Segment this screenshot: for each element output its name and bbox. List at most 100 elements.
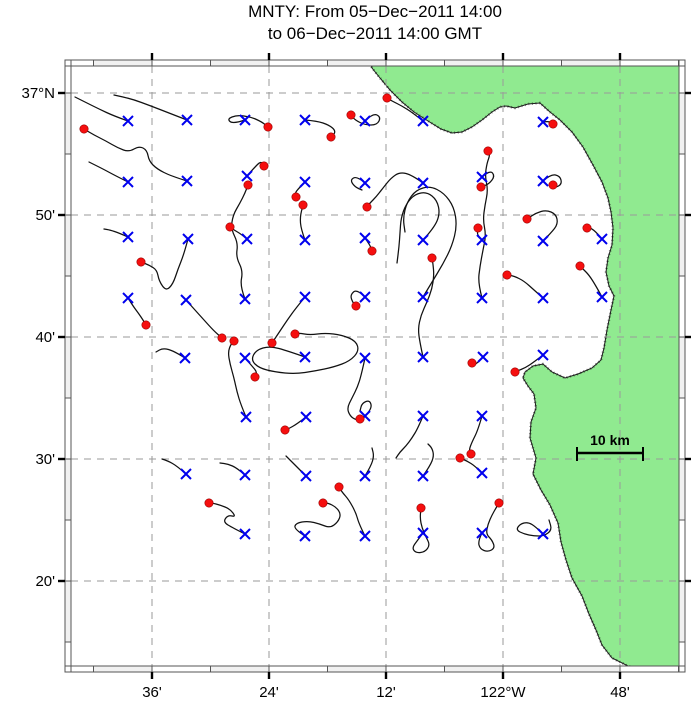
- start-x-marker-icon: [476, 527, 488, 539]
- end-dot-marker-icon: [326, 132, 336, 142]
- start-x-marker-icon: [299, 234, 311, 246]
- end-dot-marker-icon: [548, 180, 558, 190]
- start-x-marker-icon: [596, 291, 608, 303]
- end-dot-marker-icon: [334, 482, 344, 492]
- drifter-trajectory: [113, 94, 188, 121]
- end-dot-marker-icon: [382, 93, 392, 103]
- start-x-marker-icon: [182, 233, 194, 245]
- drifter-trajectory: [338, 486, 366, 537]
- frame-block: [679, 215, 685, 276]
- frame-block: [210, 666, 269, 672]
- frame-block: [561, 666, 620, 672]
- start-x-marker-icon: [239, 352, 251, 364]
- drifter-trajectory: [83, 128, 188, 182]
- start-x-marker-icon: [417, 410, 429, 422]
- frame-block: [327, 60, 386, 66]
- frame-block: [65, 337, 71, 398]
- end-dot-marker-icon: [141, 320, 151, 330]
- end-dot-marker-icon: [243, 180, 253, 190]
- start-x-marker-icon: [181, 114, 193, 126]
- end-dot-marker-icon: [225, 222, 235, 232]
- drifter-trajectory: [478, 150, 491, 299]
- start-x-marker-icon: [180, 468, 192, 480]
- start-x-marker-icon: [239, 293, 251, 305]
- drifter-trajectory: [480, 171, 495, 188]
- end-dot-marker-icon: [510, 367, 520, 377]
- end-dot-marker-icon: [466, 449, 476, 459]
- y-tick-label: 30': [35, 451, 55, 468]
- start-x-marker-icon: [299, 530, 311, 542]
- start-x-marker-icon: [417, 351, 429, 363]
- frame-block: [327, 666, 386, 672]
- figure-title-line2: to 06−Dec−2011 14:00 GMT: [268, 24, 482, 43]
- start-x-marker-icon: [122, 115, 134, 127]
- frame-block: [65, 459, 71, 520]
- drifter-trajectory: [74, 96, 129, 122]
- end-dot-marker-icon: [483, 146, 493, 156]
- drifter-trajectory: [140, 238, 189, 290]
- end-dot-marker-icon: [476, 182, 486, 192]
- start-x-marker-icon: [299, 176, 311, 188]
- start-x-marker-icon: [300, 411, 312, 423]
- start-x-marker-icon: [299, 351, 311, 363]
- start-x-marker-icon: [359, 115, 371, 127]
- x-tick-label: 24': [259, 684, 279, 701]
- end-dot-marker-icon: [259, 161, 269, 171]
- start-x-marker-icon: [476, 292, 488, 304]
- drifter-trajectory: [347, 357, 366, 421]
- end-dot-marker-icon: [548, 119, 558, 129]
- start-x-marker-icon: [596, 233, 608, 245]
- end-dot-marker-icon: [229, 336, 239, 346]
- start-x-marker-icon: [477, 351, 489, 363]
- drifter-trajectory: [350, 176, 366, 191]
- end-dot-marker-icon: [290, 329, 300, 339]
- drifter-trajectory: [366, 172, 424, 208]
- trajectory-lines: [74, 94, 603, 554]
- x-tick-label: 48': [610, 684, 630, 701]
- end-dot-marker-icon: [494, 498, 504, 508]
- end-markers: [79, 93, 592, 513]
- drifter-trajectory: [516, 519, 552, 537]
- frame-block: [679, 93, 685, 154]
- frame-block: [65, 581, 71, 642]
- start-x-marker-icon: [537, 349, 549, 361]
- start-x-marker-icon: [239, 528, 251, 540]
- end-dot-marker-icon: [367, 246, 377, 256]
- start-x-marker-icon: [359, 530, 371, 542]
- start-x-marker-icon: [359, 470, 371, 482]
- drifter-trajectory: [294, 502, 341, 537]
- drifter-trajectory: [228, 115, 269, 128]
- drifter-trajectory: [103, 228, 129, 238]
- start-x-marker-icon: [476, 234, 488, 246]
- end-dot-marker-icon: [522, 214, 532, 224]
- start-x-marker-icon: [300, 470, 312, 482]
- frame-block: [561, 60, 620, 66]
- end-dot-marker-icon: [79, 124, 89, 134]
- map-frame: [58, 53, 691, 679]
- start-x-marker-icon: [299, 114, 311, 126]
- start-x-marker-icon: [476, 171, 488, 183]
- drifter-trajectory: [386, 97, 424, 122]
- figure-title-line1: MNTY: From 05−Dec−2011 14:00: [248, 2, 502, 21]
- landmass-polygon: [370, 66, 679, 666]
- drifter-trajectory: [299, 204, 306, 241]
- drifter-trajectory: [403, 186, 457, 298]
- x-tick-label: 122°W: [480, 684, 526, 701]
- start-x-marker-icon: [180, 294, 192, 306]
- start-x-marker-icon: [359, 352, 371, 364]
- frame-outer-rect: [64, 59, 686, 673]
- start-x-marker-icon: [122, 292, 134, 304]
- end-dot-marker-icon: [298, 200, 308, 210]
- start-x-marker-icon: [122, 231, 134, 243]
- drifter-trajectory: [412, 507, 430, 554]
- frame-block: [679, 337, 685, 398]
- frame-block: [93, 666, 152, 672]
- y-tick-label: 50': [35, 207, 55, 224]
- end-dot-marker-icon: [346, 110, 356, 120]
- drifter-trajectory: [364, 447, 375, 477]
- start-x-marker-icon: [417, 470, 429, 482]
- end-dot-marker-icon: [136, 257, 146, 267]
- drifter-trajectory: [155, 348, 186, 359]
- start-x-marker-icon: [537, 235, 549, 247]
- end-dot-marker-icon: [427, 253, 437, 263]
